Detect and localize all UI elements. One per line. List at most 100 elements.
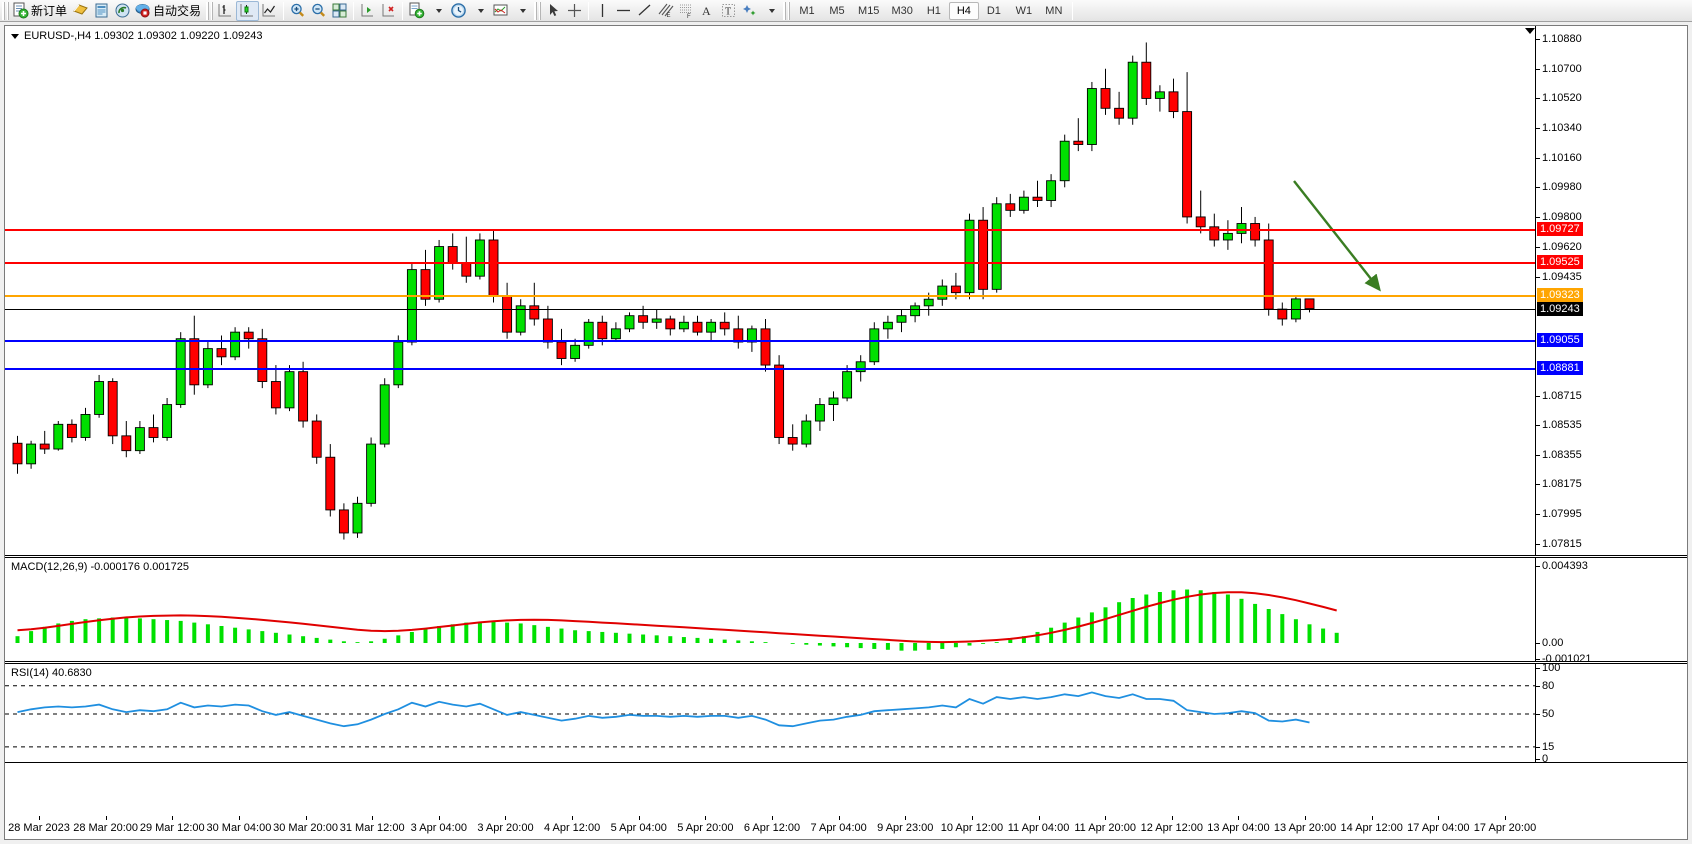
cursor-button[interactable] xyxy=(543,1,564,21)
period-dropdown[interactable] xyxy=(469,1,490,21)
timeframe-d1[interactable]: D1 xyxy=(986,4,1001,17)
timeframe-m15[interactable]: M15 xyxy=(858,4,880,17)
autotrading-button[interactable]: 自动交易 xyxy=(133,1,204,21)
time-label: 7 Apr 04:00 xyxy=(810,822,867,834)
rsi-pane[interactable]: RSI(14) 40.6830 100 80 50 15 0 xyxy=(5,662,1687,765)
line-chart-button[interactable] xyxy=(259,1,280,21)
macd-pane[interactable]: MACD(12,26,9) -0.000176 0.001725 0.00439… xyxy=(5,557,1687,665)
text-button[interactable]: T xyxy=(718,1,739,21)
zoom-in-button[interactable] xyxy=(287,1,308,21)
expert-advisors-button[interactable] xyxy=(70,1,91,21)
price-tick: 1.09435 xyxy=(1536,271,1582,283)
price-badge-orange[interactable]: 1.09323 xyxy=(1537,288,1583,303)
chart-window[interactable]: EURUSD-,H4 1.09302 1.09302 1.09220 1.092… xyxy=(4,25,1688,840)
toolbar-grip-3[interactable] xyxy=(534,1,542,20)
price-badge-blue[interactable]: 1.08881 xyxy=(1537,361,1583,376)
templates-dropdown[interactable] xyxy=(511,1,532,21)
chevron-down-icon xyxy=(519,8,526,13)
rsi-plot-area[interactable] xyxy=(5,664,1535,762)
autotrading-label: 自动交易 xyxy=(153,4,202,18)
time-label: 28 Mar 2023 xyxy=(8,822,70,834)
candlestick-chart-button[interactable] xyxy=(236,0,260,21)
svg-text:E: E xyxy=(667,13,671,19)
level-line-pivot[interactable] xyxy=(5,294,1541,300)
signals-button[interactable] xyxy=(112,1,133,21)
time-label: 11 Apr 20:00 xyxy=(1074,822,1136,834)
trendline-button[interactable] xyxy=(634,1,655,21)
toolbar-grip-4[interactable] xyxy=(783,1,791,20)
timeframe-w1[interactable]: W1 xyxy=(1015,4,1033,17)
price-tick: 1.08535 xyxy=(1536,419,1582,431)
time-axis[interactable]: 28 Mar 2023 28 Mar 20:00 29 Mar 12:00 30 Ma… xyxy=(5,764,1687,839)
drawings-dropdown[interactable] xyxy=(760,1,781,21)
equidistant-channel-button[interactable]: E xyxy=(655,1,676,21)
chart-symbol-label: EURUSD-,H4 1.09302 1.09302 1.09220 1.092… xyxy=(24,30,263,42)
level-line-resistance[interactable] xyxy=(5,261,1541,267)
toolbar-separator-1 xyxy=(283,1,285,20)
indicators-dropdown[interactable] xyxy=(427,1,448,21)
macd-tick: 0.00 xyxy=(1536,637,1563,649)
drawings-button[interactable] xyxy=(739,1,760,21)
price-axis[interactable]: 1.10880 1.10700 1.10520 1.10340 1.10160 1.099… xyxy=(1535,26,1687,555)
chart-collapse-caret-icon[interactable] xyxy=(1525,28,1535,34)
timeframe-mn[interactable]: MN xyxy=(1045,4,1063,17)
indicators-button[interactable] xyxy=(406,1,427,21)
horizontal-line-button[interactable] xyxy=(613,1,634,21)
macd-axis[interactable]: 0.004393 0.00 -0.001021 xyxy=(1535,558,1687,665)
time-label: 30 Mar 04:00 xyxy=(206,822,272,834)
timeframe-m1[interactable]: M1 xyxy=(799,4,815,17)
price-badge-red[interactable]: 1.09727 xyxy=(1537,221,1583,236)
chart-symbol-header: EURUSD-,H4 1.09302 1.09302 1.09220 1.092… xyxy=(11,30,263,42)
bar-chart-button[interactable] xyxy=(215,1,236,21)
timeframe-m5[interactable]: M5 xyxy=(829,4,845,17)
tile-windows-button[interactable] xyxy=(329,1,350,21)
time-tick xyxy=(1238,816,1240,820)
level-line-support[interactable] xyxy=(5,338,1541,344)
period-button[interactable] xyxy=(448,1,469,21)
zoom-out-button[interactable] xyxy=(308,1,329,21)
new-order-button[interactable]: 新订单 xyxy=(11,1,70,21)
chart-shift-button[interactable] xyxy=(357,1,378,21)
level-line-current-price[interactable] xyxy=(5,308,1535,310)
time-tick xyxy=(1305,816,1307,820)
text-label-button[interactable]: A xyxy=(697,1,718,21)
price-tick: 1.10160 xyxy=(1536,152,1582,164)
templates-button[interactable] xyxy=(490,1,511,21)
timeframe-m30[interactable]: M30 xyxy=(891,4,913,17)
time-tick xyxy=(1105,816,1107,820)
chart-menu-caret-icon[interactable] xyxy=(11,33,19,39)
macd-tick: -0.001021 xyxy=(1536,653,1592,665)
time-label: 13 Apr 04:00 xyxy=(1207,822,1270,834)
rsi-axis[interactable]: 100 80 50 15 0 xyxy=(1535,662,1687,765)
toolbar-grip-2[interactable] xyxy=(206,1,214,20)
macd-plot-area[interactable] xyxy=(5,558,1535,661)
chevron-down-icon xyxy=(477,8,484,13)
price-pane[interactable]: EURUSD-,H4 1.09302 1.09302 1.09220 1.092… xyxy=(5,26,1687,556)
price-badge-black[interactable]: 1.09243 xyxy=(1537,301,1583,316)
level-line-support[interactable] xyxy=(5,367,1541,373)
time-tick xyxy=(238,816,240,820)
price-badge-red[interactable]: 1.09525 xyxy=(1537,255,1583,270)
price-plot-area[interactable] xyxy=(5,26,1535,555)
toolbar-separator-4 xyxy=(588,1,590,20)
time-tick xyxy=(438,816,440,820)
time-label: 17 Apr 04:00 xyxy=(1407,822,1470,834)
price-tick: 1.09800 xyxy=(1536,211,1582,223)
toolbar-grip-1[interactable] xyxy=(2,1,9,20)
level-line-resistance[interactable] xyxy=(5,227,1541,233)
price-tick: 1.10520 xyxy=(1536,92,1582,104)
timeframe-h4[interactable]: H4 xyxy=(948,1,979,20)
status-bar xyxy=(0,840,1692,844)
data-window-button[interactable] xyxy=(91,1,112,21)
time-label: 5 Apr 04:00 xyxy=(610,822,667,834)
chevron-down-icon xyxy=(768,8,775,13)
timeframe-h1[interactable]: H1 xyxy=(926,4,941,17)
time-tick xyxy=(1371,816,1373,820)
auto-scroll-button[interactable] xyxy=(378,1,399,21)
crosshair-button[interactable] xyxy=(564,1,585,21)
fibonacci-button[interactable]: F xyxy=(676,1,697,21)
rsi-svg xyxy=(5,685,1535,748)
vertical-line-button[interactable] xyxy=(592,1,613,21)
rsi-tick: 0 xyxy=(1536,753,1548,765)
price-badge-blue[interactable]: 1.09055 xyxy=(1537,332,1583,347)
